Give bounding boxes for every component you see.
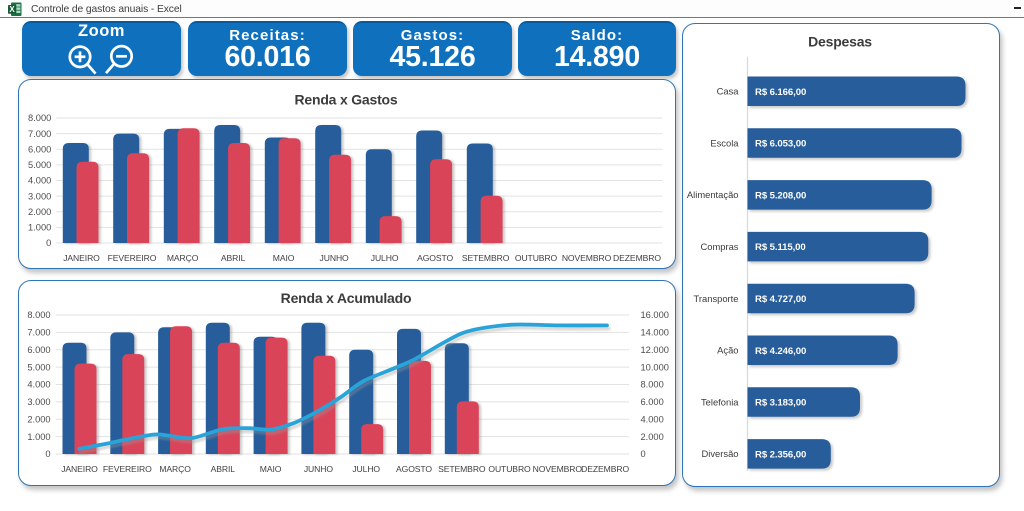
svg-text:MARÇO: MARÇO <box>167 253 199 263</box>
svg-text:Casa: Casa <box>717 86 740 97</box>
svg-text:1.000: 1.000 <box>27 432 50 442</box>
svg-text:JUNHO: JUNHO <box>320 253 350 263</box>
svg-text:DEZEMBRO: DEZEMBRO <box>581 464 629 474</box>
svg-text:Transporte: Transporte <box>694 293 739 304</box>
svg-text:Renda x Acumulado: Renda x Acumulado <box>281 290 412 306</box>
svg-text:FEVEREIRO: FEVEREIRO <box>108 253 157 263</box>
svg-text:7.000: 7.000 <box>28 129 51 139</box>
svg-text:Escola: Escola <box>710 138 739 149</box>
svg-text:2.000: 2.000 <box>28 207 51 217</box>
svg-text:SETEMBRO: SETEMBRO <box>462 253 510 263</box>
svg-text:MAIO: MAIO <box>260 464 282 474</box>
svg-text:R$ 4.727,00: R$ 4.727,00 <box>755 294 806 305</box>
svg-text:0: 0 <box>641 449 646 459</box>
svg-text:Diversão: Diversão <box>702 448 739 459</box>
svg-text:R$ 3.183,00: R$ 3.183,00 <box>755 398 806 409</box>
svg-text:OUTUBRO: OUTUBRO <box>488 464 531 474</box>
svg-text:6.000: 6.000 <box>28 145 51 155</box>
svg-text:Ação: Ação <box>717 345 738 356</box>
svg-text:8.000: 8.000 <box>27 310 50 320</box>
svg-text:R$ 2.356,00: R$ 2.356,00 <box>755 449 806 460</box>
svg-text:8.000: 8.000 <box>28 113 51 123</box>
svg-text:0: 0 <box>46 238 51 248</box>
svg-text:R$ 6.166,00: R$ 6.166,00 <box>755 87 806 98</box>
svg-text:14.000: 14.000 <box>641 328 669 338</box>
svg-text:R$ 5.208,00: R$ 5.208,00 <box>755 190 806 201</box>
svg-text:JANEIRO: JANEIRO <box>63 253 100 263</box>
svg-text:DEZEMBRO: DEZEMBRO <box>613 253 661 263</box>
svg-text:10.000: 10.000 <box>641 362 669 372</box>
svg-text:5.000: 5.000 <box>27 362 50 372</box>
svg-text:JULHO: JULHO <box>371 253 399 263</box>
svg-text:FEVEREIRO: FEVEREIRO <box>103 464 152 474</box>
svg-text:R$ 4.246,00: R$ 4.246,00 <box>755 346 806 357</box>
svg-text:X: X <box>9 5 15 14</box>
svg-text:AGOSTO: AGOSTO <box>396 464 432 474</box>
svg-text:4.000: 4.000 <box>27 380 50 390</box>
svg-text:0: 0 <box>45 449 50 459</box>
svg-text:7.000: 7.000 <box>27 328 50 338</box>
svg-text:Telefonia: Telefonia <box>701 396 739 407</box>
svg-text:AGOSTO: AGOSTO <box>417 253 453 263</box>
svg-text:8.000: 8.000 <box>641 380 664 390</box>
svg-text:JUNHO: JUNHO <box>304 464 334 474</box>
svg-text:ABRIL: ABRIL <box>221 253 246 263</box>
svg-text:NOVEMBRO: NOVEMBRO <box>533 464 583 474</box>
svg-text:R$ 5.115,00: R$ 5.115,00 <box>755 242 806 253</box>
svg-text:NOVEMBRO: NOVEMBRO <box>562 253 612 263</box>
svg-text:ABRIL: ABRIL <box>211 464 236 474</box>
svg-text:MARÇO: MARÇO <box>159 464 191 474</box>
svg-text:4.000: 4.000 <box>641 414 664 424</box>
svg-text:Compras: Compras <box>700 241 738 252</box>
svg-text:3.000: 3.000 <box>27 397 50 407</box>
svg-text:Despesas: Despesas <box>808 34 872 50</box>
svg-text:1.000: 1.000 <box>28 223 51 233</box>
svg-text:MAIO: MAIO <box>273 253 295 263</box>
svg-text:16.000: 16.000 <box>641 310 669 320</box>
svg-text:R$ 6.053,00: R$ 6.053,00 <box>755 139 806 150</box>
svg-text:JANEIRO: JANEIRO <box>61 464 98 474</box>
svg-text:5.000: 5.000 <box>28 160 51 170</box>
svg-text:SETEMBRO: SETEMBRO <box>438 464 486 474</box>
svg-text:Renda x Gastos: Renda x Gastos <box>294 92 397 108</box>
svg-text:2.000: 2.000 <box>641 432 664 442</box>
svg-text:Alimentação: Alimentação <box>687 189 739 200</box>
svg-text:JULHO: JULHO <box>352 464 380 474</box>
svg-text:4.000: 4.000 <box>28 176 51 186</box>
svg-text:12.000: 12.000 <box>641 345 669 355</box>
svg-text:6.000: 6.000 <box>641 397 664 407</box>
svg-text:2.000: 2.000 <box>27 414 50 424</box>
svg-text:3.000: 3.000 <box>28 191 51 201</box>
svg-text:OUTUBRO: OUTUBRO <box>515 253 558 263</box>
svg-text:6.000: 6.000 <box>27 345 50 355</box>
